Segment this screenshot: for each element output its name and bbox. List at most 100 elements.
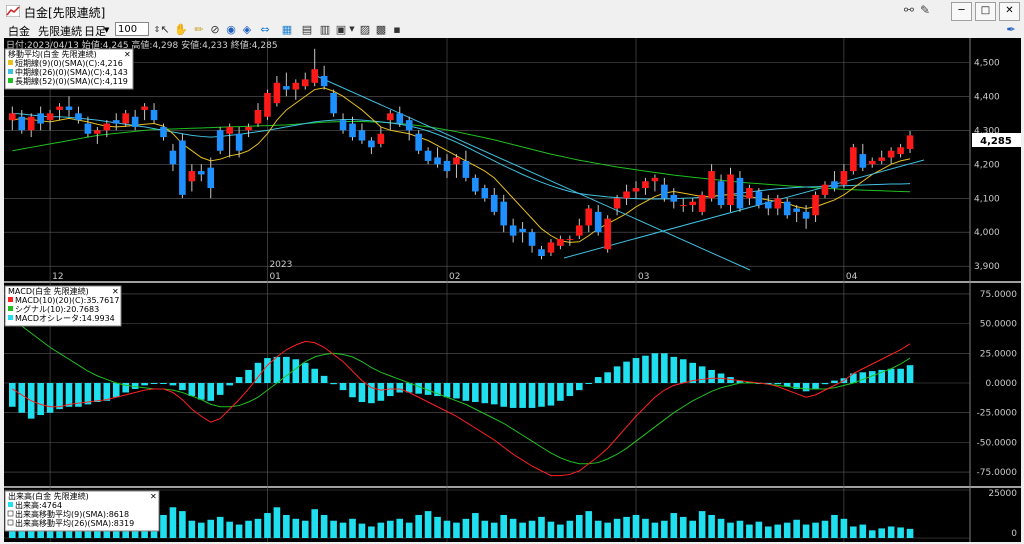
candle-body[interactable] — [613, 198, 621, 209]
candle-body[interactable] — [84, 123, 92, 134]
indicator-icon[interactable]: ▨ — [359, 23, 371, 36]
candle-body[interactable] — [18, 116, 26, 131]
candle-body[interactable] — [141, 106, 148, 110]
legend-close-icon[interactable]: ✕ — [124, 50, 131, 59]
candle-body[interactable] — [500, 201, 507, 226]
macd-oscillator-bar[interactable] — [557, 383, 564, 401]
volume-bar[interactable] — [405, 522, 413, 538]
macd-oscillator-bar[interactable] — [490, 383, 498, 405]
candle-body[interactable] — [519, 228, 526, 233]
volume-bar[interactable] — [831, 514, 838, 538]
macd-oscillator-bar[interactable] — [670, 356, 678, 383]
candle-body[interactable] — [188, 171, 196, 182]
candle-body[interactable] — [226, 126, 233, 134]
candle-body[interactable] — [264, 92, 271, 117]
sma-short-line[interactable] — [12, 87, 911, 243]
macd-oscillator-bar[interactable] — [443, 383, 451, 398]
volume-bar[interactable] — [887, 526, 895, 538]
volume-bar[interactable] — [557, 524, 564, 538]
macd-oscillator-bar[interactable] — [632, 358, 640, 383]
macd-oscillator-bar[interactable] — [472, 383, 479, 402]
volume-bar[interactable] — [906, 528, 914, 538]
volume-bar[interactable] — [46, 526, 54, 538]
macd-oscillator-bar[interactable] — [481, 383, 489, 404]
volume-bar[interactable] — [330, 520, 337, 538]
volume-bar[interactable] — [198, 522, 205, 538]
candle-body[interactable] — [481, 188, 489, 199]
volume-bar[interactable] — [859, 524, 867, 538]
volume-bar[interactable] — [623, 516, 630, 538]
volume-bar[interactable] — [632, 514, 640, 538]
macd-oscillator-bar[interactable] — [538, 383, 545, 407]
candle-body[interactable] — [349, 123, 356, 138]
volume-bar[interactable] — [868, 530, 876, 538]
candle-body[interactable] — [831, 181, 838, 189]
volume-bar[interactable] — [793, 519, 800, 538]
volume-bar[interactable] — [207, 519, 215, 538]
macd-oscillator-bar[interactable] — [46, 383, 54, 413]
macd-oscillator-bar[interactable] — [254, 362, 262, 383]
volume-bar[interactable] — [424, 511, 432, 538]
macd-oscillator-bar[interactable] — [226, 383, 233, 386]
macd-oscillator-bar[interactable] — [339, 383, 347, 391]
candle-body[interactable] — [207, 167, 215, 189]
legend-close-icon[interactable]: ✕ — [112, 287, 119, 296]
candle-body[interactable] — [254, 109, 262, 124]
candle-body[interactable] — [689, 201, 696, 206]
contract-selector[interactable]: 先限連続 — [38, 25, 82, 38]
refresh-icon[interactable]: ◉ — [226, 23, 236, 36]
macd-oscillator-bar[interactable] — [594, 377, 602, 383]
volume-bar[interactable] — [642, 518, 649, 538]
volume-bar[interactable] — [368, 526, 375, 538]
macd-oscillator-bar[interactable] — [122, 383, 129, 393]
candle-body[interactable] — [868, 160, 876, 165]
candle-body[interactable] — [670, 194, 678, 202]
candle-body[interactable] — [576, 225, 583, 236]
macd-oscillator-bar[interactable] — [736, 380, 744, 383]
candle-body[interactable] — [320, 75, 328, 87]
volume-bar[interactable] — [377, 522, 385, 538]
macd-oscillator-bar[interactable] — [708, 369, 715, 383]
candle-body[interactable] — [557, 239, 564, 246]
candle-body[interactable] — [594, 211, 602, 233]
volume-bar[interactable] — [245, 520, 252, 538]
macd-oscillator-bar[interactable] — [245, 369, 252, 383]
candle-body[interactable] — [56, 106, 63, 110]
volume-bar[interactable] — [264, 513, 271, 538]
volume-bar[interactable] — [254, 518, 262, 538]
candle-body[interactable] — [623, 191, 630, 199]
volume-bar[interactable] — [594, 520, 602, 538]
macd-oscillator-bar[interactable] — [453, 383, 460, 399]
candle-body[interactable] — [472, 177, 479, 192]
macd-oscillator-bar[interactable] — [509, 383, 517, 408]
macd-oscillator-bar[interactable] — [576, 383, 583, 391]
candle-body[interactable] — [405, 120, 413, 131]
candle-body[interactable] — [765, 201, 772, 209]
volume-bar[interactable] — [613, 518, 621, 538]
macd-oscillator-bar[interactable] — [377, 383, 385, 401]
grid-icon[interactable]: ▦ — [281, 23, 293, 36]
volume-bar[interactable] — [774, 524, 782, 538]
macd-oscillator-bar[interactable] — [198, 383, 205, 400]
macd-oscillator-bar[interactable] — [897, 368, 904, 383]
volume-bar[interactable] — [850, 526, 857, 538]
trend-line[interactable] — [563, 159, 925, 259]
candle-body[interactable] — [131, 116, 139, 127]
candle-body[interactable] — [783, 201, 791, 216]
candle-body[interactable] — [273, 82, 281, 104]
candle-body[interactable] — [793, 208, 800, 212]
hand-icon[interactable]: ✋ — [174, 23, 188, 36]
volume-bar[interactable] — [462, 518, 470, 538]
volume-bar[interactable] — [472, 513, 479, 538]
candle-body[interactable] — [216, 130, 224, 151]
macd-oscillator-bar[interactable] — [273, 356, 281, 383]
macd-oscillator-bar[interactable] — [642, 355, 649, 383]
volume-bar[interactable] — [453, 522, 460, 538]
candle-body[interactable] — [122, 113, 129, 124]
volume-bar[interactable] — [188, 520, 196, 538]
volume-bar[interactable] — [670, 513, 678, 538]
macd-oscillator-bar[interactable] — [207, 383, 215, 401]
macd-oscillator-bar[interactable] — [84, 383, 92, 405]
volume-bar[interactable] — [396, 518, 404, 538]
volume-bar[interactable] — [528, 520, 536, 538]
